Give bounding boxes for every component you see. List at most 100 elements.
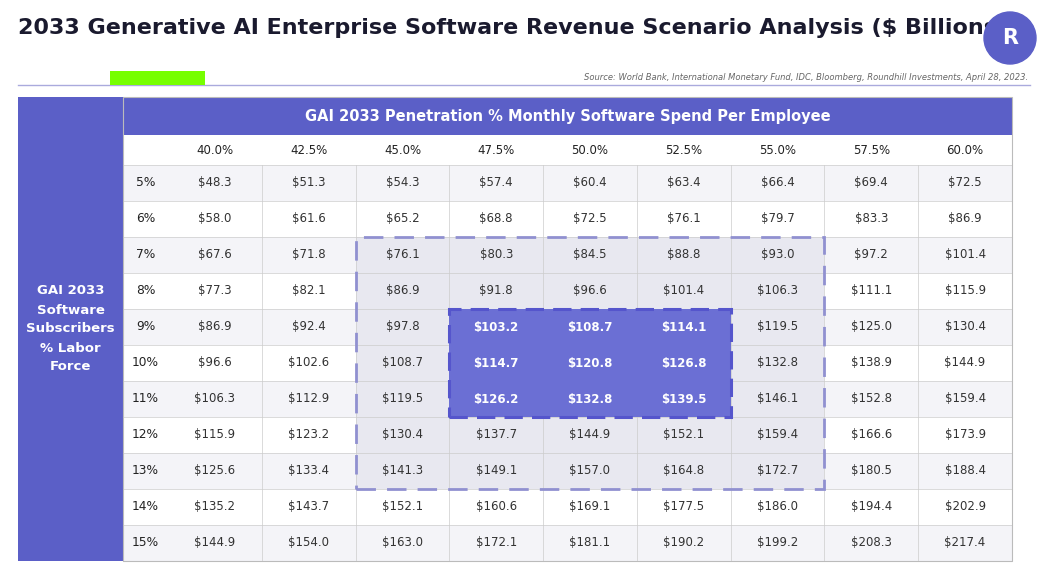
Text: GAI 2033 Penetration % Monthly Software Spend Per Employee: GAI 2033 Penetration % Monthly Software … xyxy=(305,108,830,123)
Bar xyxy=(450,381,543,417)
Text: $143.7: $143.7 xyxy=(288,500,329,514)
Bar xyxy=(123,97,1012,561)
Text: $132.8: $132.8 xyxy=(757,357,799,369)
Text: 57.5%: 57.5% xyxy=(853,144,890,156)
Text: $202.9: $202.9 xyxy=(944,500,986,514)
Text: $86.9: $86.9 xyxy=(386,284,419,298)
Text: $112.9: $112.9 xyxy=(288,393,329,405)
Text: $61.6: $61.6 xyxy=(291,212,326,225)
Text: $114.7: $114.7 xyxy=(474,357,519,369)
Text: $60.4: $60.4 xyxy=(573,177,607,189)
Text: 50.0%: 50.0% xyxy=(571,144,609,156)
Text: $80.3: $80.3 xyxy=(480,248,512,262)
Text: $144.9: $144.9 xyxy=(944,357,986,369)
Text: $72.5: $72.5 xyxy=(573,212,607,225)
Text: $133.4: $133.4 xyxy=(288,464,329,478)
Circle shape xyxy=(984,12,1036,64)
Text: $146.1: $146.1 xyxy=(757,393,799,405)
Text: $119.5: $119.5 xyxy=(381,393,423,405)
Text: $141.3: $141.3 xyxy=(381,464,423,478)
Text: $91.8: $91.8 xyxy=(479,284,514,298)
Text: 40.0%: 40.0% xyxy=(196,144,234,156)
Text: 5%: 5% xyxy=(136,177,155,189)
Text: $173.9: $173.9 xyxy=(944,428,986,442)
Text: $65.2: $65.2 xyxy=(386,212,419,225)
Text: $130.4: $130.4 xyxy=(944,321,985,334)
Text: 55.0%: 55.0% xyxy=(759,144,796,156)
Text: $138.9: $138.9 xyxy=(851,357,892,369)
Bar xyxy=(123,97,1012,135)
Bar xyxy=(730,345,825,381)
Text: $97.8: $97.8 xyxy=(386,321,419,334)
Bar xyxy=(123,135,1012,165)
Text: $58.0: $58.0 xyxy=(198,212,232,225)
Bar xyxy=(355,273,450,309)
Bar xyxy=(123,525,1012,561)
Bar xyxy=(123,165,1012,201)
Text: $102.6: $102.6 xyxy=(288,357,329,369)
Bar xyxy=(355,237,450,273)
Text: $92.4: $92.4 xyxy=(291,321,326,334)
Bar xyxy=(450,417,543,453)
Text: $172.1: $172.1 xyxy=(476,537,517,549)
Text: $135.2: $135.2 xyxy=(194,500,236,514)
Text: 13%: 13% xyxy=(132,464,159,478)
Text: $54.3: $54.3 xyxy=(386,177,419,189)
Bar xyxy=(123,489,1012,525)
Text: $164.8: $164.8 xyxy=(663,464,704,478)
Text: $93.0: $93.0 xyxy=(761,248,794,262)
Text: $152.1: $152.1 xyxy=(663,428,704,442)
Bar xyxy=(123,273,1012,309)
Text: $106.3: $106.3 xyxy=(194,393,236,405)
Text: $71.8: $71.8 xyxy=(291,248,326,262)
Bar xyxy=(355,345,450,381)
Text: $152.1: $152.1 xyxy=(381,500,423,514)
Text: 8%: 8% xyxy=(136,284,155,298)
Text: $51.3: $51.3 xyxy=(292,177,326,189)
Bar xyxy=(543,381,637,417)
Text: $169.1: $169.1 xyxy=(569,500,611,514)
Bar xyxy=(110,71,205,85)
Text: $154.0: $154.0 xyxy=(288,537,329,549)
Text: GAI 2033
Software
Subscribers
% Labor
Force: GAI 2033 Software Subscribers % Labor Fo… xyxy=(26,284,115,373)
Bar xyxy=(123,201,1012,237)
Text: $103.2: $103.2 xyxy=(474,321,519,334)
Bar xyxy=(730,381,825,417)
Text: $126.8: $126.8 xyxy=(661,357,706,369)
Bar xyxy=(123,381,1012,417)
Bar xyxy=(123,453,1012,489)
Text: $69.4: $69.4 xyxy=(854,177,889,189)
Text: 15%: 15% xyxy=(132,537,159,549)
Bar xyxy=(543,273,637,309)
Text: $77.3: $77.3 xyxy=(198,284,232,298)
Bar xyxy=(123,309,1012,345)
Text: $101.4: $101.4 xyxy=(944,248,986,262)
Text: $139.5: $139.5 xyxy=(661,393,706,405)
Text: $115.9: $115.9 xyxy=(944,284,986,298)
Text: $190.2: $190.2 xyxy=(663,537,704,549)
Text: $96.6: $96.6 xyxy=(573,284,607,298)
Text: Source: World Bank, International Monetary Fund, IDC, Bloomberg, Roundhill Inves: Source: World Bank, International Moneta… xyxy=(584,74,1028,82)
Text: $159.4: $159.4 xyxy=(757,428,799,442)
Text: $76.1: $76.1 xyxy=(667,212,701,225)
Bar xyxy=(450,237,543,273)
Bar xyxy=(355,417,450,453)
Text: $132.8: $132.8 xyxy=(567,393,613,405)
Text: $137.7: $137.7 xyxy=(476,428,517,442)
Text: $111.1: $111.1 xyxy=(851,284,892,298)
Bar xyxy=(730,237,825,273)
Text: $159.4: $159.4 xyxy=(944,393,986,405)
Text: $152.8: $152.8 xyxy=(851,393,892,405)
Bar xyxy=(355,453,450,489)
Text: $188.4: $188.4 xyxy=(944,464,985,478)
Text: $84.5: $84.5 xyxy=(573,248,607,262)
Text: $144.9: $144.9 xyxy=(569,428,611,442)
Text: 45.0%: 45.0% xyxy=(384,144,421,156)
Text: $115.9: $115.9 xyxy=(194,428,236,442)
Bar xyxy=(637,309,730,345)
Text: $86.9: $86.9 xyxy=(198,321,232,334)
Text: $208.3: $208.3 xyxy=(851,537,892,549)
Text: $101.4: $101.4 xyxy=(663,284,704,298)
Text: 52.5%: 52.5% xyxy=(665,144,702,156)
Text: $180.5: $180.5 xyxy=(851,464,892,478)
